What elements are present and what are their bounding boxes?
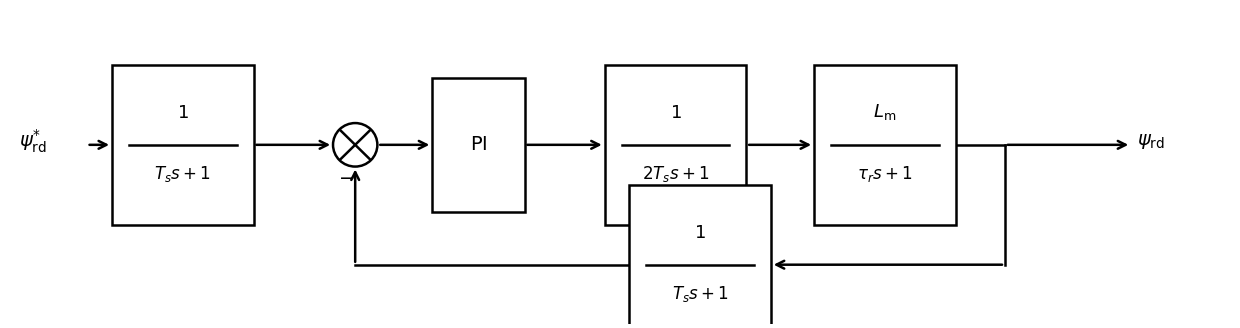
Bar	[629, 185, 771, 328]
Text: $1$: $1$	[670, 104, 681, 122]
Text: $-$: $-$	[339, 168, 355, 186]
Text: $T_{s}s+1$: $T_{s}s+1$	[672, 284, 729, 304]
Text: $2T_{s}s+1$: $2T_{s}s+1$	[641, 164, 709, 184]
Ellipse shape	[334, 123, 377, 167]
Bar	[605, 65, 746, 225]
Bar	[112, 65, 253, 225]
Text: $L_{\mathrm{m}}$: $L_{\mathrm{m}}$	[873, 102, 897, 122]
Text: $\mathrm{PI}$: $\mathrm{PI}$	[470, 136, 487, 154]
Bar	[433, 78, 525, 212]
Text: $1$: $1$	[694, 224, 706, 242]
Text: $1$: $1$	[177, 104, 188, 122]
Text: $\psi_{\mathrm{rd}}$: $\psi_{\mathrm{rd}}$	[1137, 132, 1166, 151]
Text: $\tau_{r}s+1$: $\tau_{r}s+1$	[857, 164, 913, 184]
Text: $\psi_{\mathrm{rd}}^{*}$: $\psi_{\mathrm{rd}}^{*}$	[19, 128, 47, 155]
Text: $T_{s}s+1$: $T_{s}s+1$	[154, 164, 211, 184]
Bar	[813, 65, 956, 225]
